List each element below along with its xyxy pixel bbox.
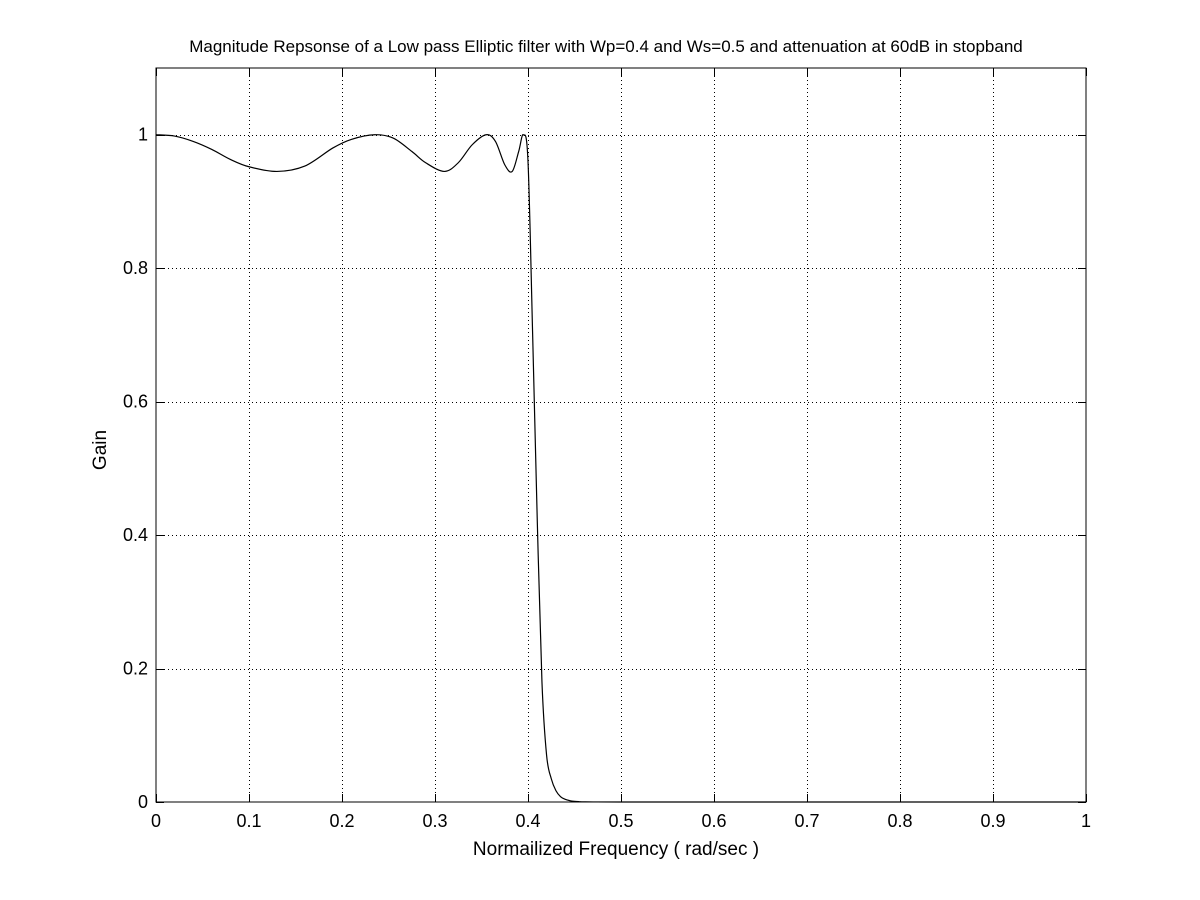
x-tick-label: 0.5 [608, 811, 633, 831]
x-tick-labels: 0 0.1 0.2 0.3 0.4 0.5 0.6 0.7 0.8 0.9 1 [151, 811, 1091, 831]
x-axis-label: Normailized Frequency ( rad/sec ) [473, 839, 759, 860]
x-tick-label: 0.2 [329, 811, 354, 831]
y-tick-label: 0.4 [123, 525, 148, 545]
chart-title: Magnitude Repsonse of a Low pass Ellipti… [189, 37, 1023, 56]
y-tick-label: 0.2 [123, 659, 148, 679]
plot-area [156, 68, 1086, 802]
x-tick-label: 0.1 [236, 811, 261, 831]
y-tick-labels: 0 0.2 0.4 0.6 0.8 1 [123, 125, 148, 812]
x-tick-label: 1 [1081, 811, 1091, 831]
x-tick-label: 0.9 [980, 811, 1005, 831]
x-tick-label: 0.8 [887, 811, 912, 831]
y-tick-label: 1 [138, 125, 148, 145]
grid-lines [156, 68, 1086, 802]
y-axis-label: Gain [90, 430, 111, 470]
y-tick-label: 0.6 [123, 392, 148, 412]
series-layer [155, 134, 1086, 803]
x-tick-label: 0.3 [422, 811, 447, 831]
series-line-0 [155, 134, 1086, 803]
y-tick-label: 0 [138, 792, 148, 812]
x-tick-label: 0.6 [701, 811, 726, 831]
y-tick-label: 0.8 [123, 258, 148, 278]
x-tick-label: 0 [151, 811, 161, 831]
x-tick-label: 0.4 [515, 811, 540, 831]
x-tick-label: 0.7 [794, 811, 819, 831]
